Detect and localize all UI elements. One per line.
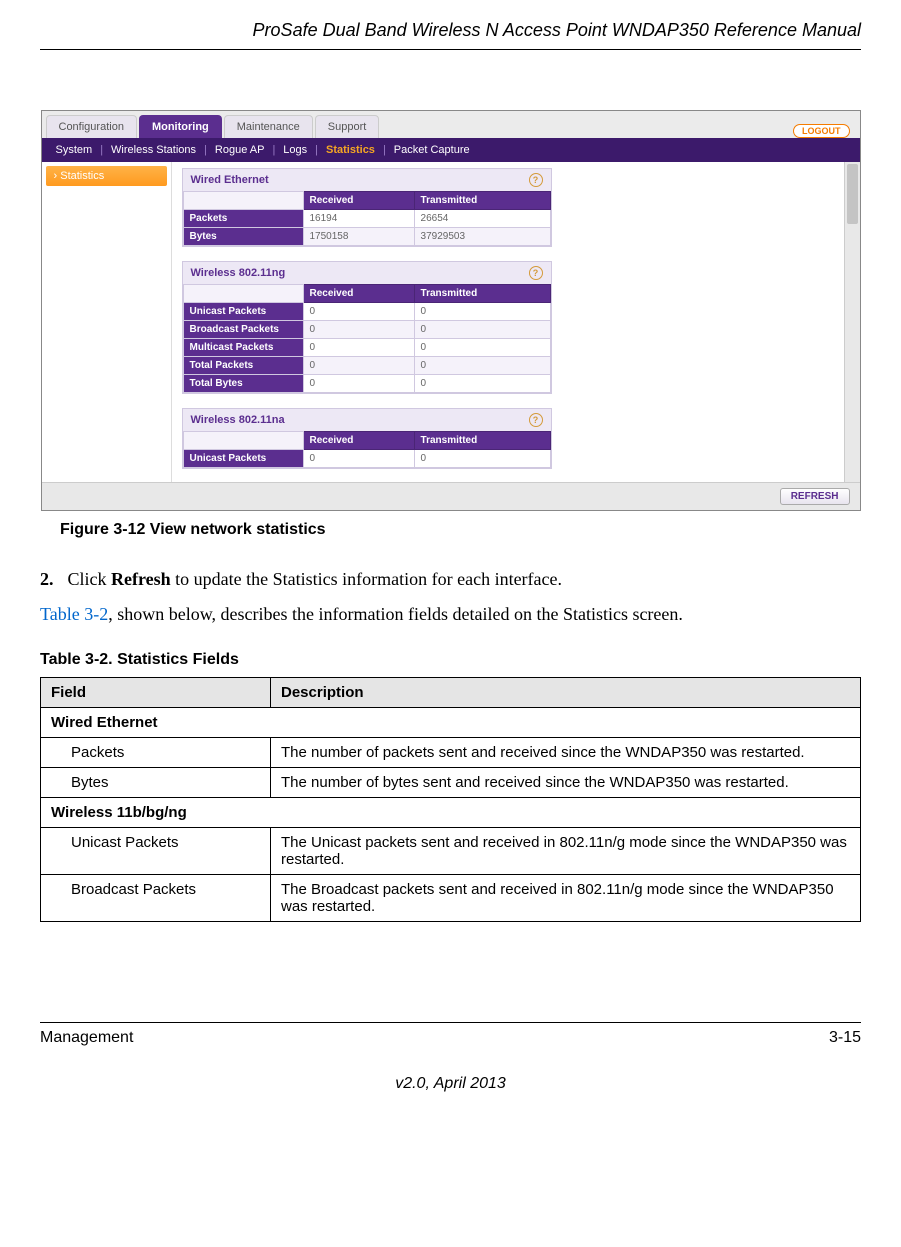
- footer-page-number: 3-15: [829, 1029, 861, 1047]
- section-heading: Wired Ethernet: [41, 708, 861, 738]
- table-wired: ReceivedTransmitted Packets1619426654 By…: [183, 191, 551, 246]
- figure-caption: Figure 3-12 View network statistics: [60, 521, 861, 539]
- statistics-fields-table: Field Description Wired Ethernet Packets…: [40, 677, 861, 922]
- table-ref-link[interactable]: Table 3-2: [40, 604, 108, 624]
- col-received: Received: [303, 192, 414, 210]
- top-tabs: Configuration Monitoring Maintenance Sup…: [42, 111, 860, 138]
- subnav-wireless-stations[interactable]: Wireless Stations: [107, 144, 200, 156]
- subnav-rogue-ap[interactable]: Rogue AP: [211, 144, 269, 156]
- panel-wired-ethernet: Wired Ethernet ? ReceivedTransmitted Pac…: [182, 168, 552, 247]
- table-row: Total Bytes00: [183, 375, 550, 393]
- col-transmitted: Transmitted: [414, 192, 550, 210]
- table-row: Bytes175015837929503: [183, 228, 550, 246]
- table-row: Multicast Packets00: [183, 339, 550, 357]
- table-row: BytesThe number of bytes sent and receiv…: [41, 768, 861, 798]
- screenshot-figure: Configuration Monitoring Maintenance Sup…: [41, 110, 861, 511]
- footer-section: Management: [40, 1029, 133, 1047]
- doc-header-title: ProSafe Dual Band Wireless N Access Poin…: [40, 20, 861, 50]
- col-transmitted: Transmitted: [414, 432, 550, 450]
- sidebar: Statistics: [42, 162, 172, 482]
- sub-nav: System| Wireless Stations| Rogue AP| Log…: [42, 138, 860, 162]
- th-field: Field: [41, 678, 271, 708]
- table-row: Total Packets00: [183, 357, 550, 375]
- help-icon[interactable]: ?: [529, 266, 543, 280]
- table-row: PacketsThe number of packets sent and re…: [41, 738, 861, 768]
- table-title: Table 3-2. Statistics Fields: [40, 651, 861, 669]
- scrollbar[interactable]: [844, 162, 860, 482]
- subnav-statistics[interactable]: Statistics: [322, 144, 379, 156]
- table-row: Broadcast PacketsThe Broadcast packets s…: [41, 875, 861, 922]
- table-row: Unicast PacketsThe Unicast packets sent …: [41, 828, 861, 875]
- scrollbar-thumb[interactable]: [847, 164, 858, 224]
- tab-monitoring[interactable]: Monitoring: [139, 115, 222, 138]
- table-11na: ReceivedTransmitted Unicast Packets00: [183, 431, 551, 468]
- panel-wireless-11ng: Wireless 802.11ng ? ReceivedTransmitted …: [182, 261, 552, 394]
- logout-button[interactable]: LOGOUT: [793, 124, 850, 138]
- footer-version: v2.0, April 2013: [40, 1075, 861, 1093]
- table-11ng: ReceivedTransmitted Unicast Packets00 Br…: [183, 284, 551, 393]
- tab-maintenance[interactable]: Maintenance: [224, 115, 313, 138]
- col-received: Received: [303, 432, 414, 450]
- table-intro-para: Table 3-2, shown below, describes the in…: [40, 604, 861, 625]
- step-number: 2.: [40, 569, 54, 589]
- subnav-packet-capture[interactable]: Packet Capture: [390, 144, 474, 156]
- table-row: Broadcast Packets00: [183, 321, 550, 339]
- tab-support[interactable]: Support: [315, 115, 380, 138]
- sidebar-item-statistics[interactable]: Statistics: [46, 166, 167, 186]
- bottom-bar: REFRESH: [42, 482, 860, 510]
- col-transmitted: Transmitted: [414, 285, 550, 303]
- main-area: Statistics Wired Ethernet ? ReceivedTran…: [42, 162, 860, 482]
- help-icon[interactable]: ?: [529, 173, 543, 187]
- table-row: Unicast Packets00: [183, 303, 550, 321]
- subnav-logs[interactable]: Logs: [279, 144, 311, 156]
- panel-wireless-11na: Wireless 802.11na ? ReceivedTransmitted …: [182, 408, 552, 469]
- refresh-button[interactable]: REFRESH: [780, 488, 850, 505]
- section-heading: Wireless 11b/bg/ng: [41, 798, 861, 828]
- table-row: Unicast Packets00: [183, 450, 550, 468]
- table-row: Packets1619426654: [183, 210, 550, 228]
- page-footer: Management 3-15: [40, 1022, 861, 1047]
- panel-title: Wireless 802.11na: [191, 414, 285, 426]
- col-received: Received: [303, 285, 414, 303]
- subnav-system[interactable]: System: [52, 144, 97, 156]
- panel-title: Wired Ethernet: [191, 174, 269, 186]
- content-pane: Wired Ethernet ? ReceivedTransmitted Pac…: [172, 162, 844, 482]
- help-icon[interactable]: ?: [529, 413, 543, 427]
- th-description: Description: [271, 678, 861, 708]
- panel-title: Wireless 802.11ng: [191, 267, 286, 279]
- step-2: 2.Click Refresh to update the Statistics…: [40, 569, 861, 590]
- tab-configuration[interactable]: Configuration: [46, 115, 137, 138]
